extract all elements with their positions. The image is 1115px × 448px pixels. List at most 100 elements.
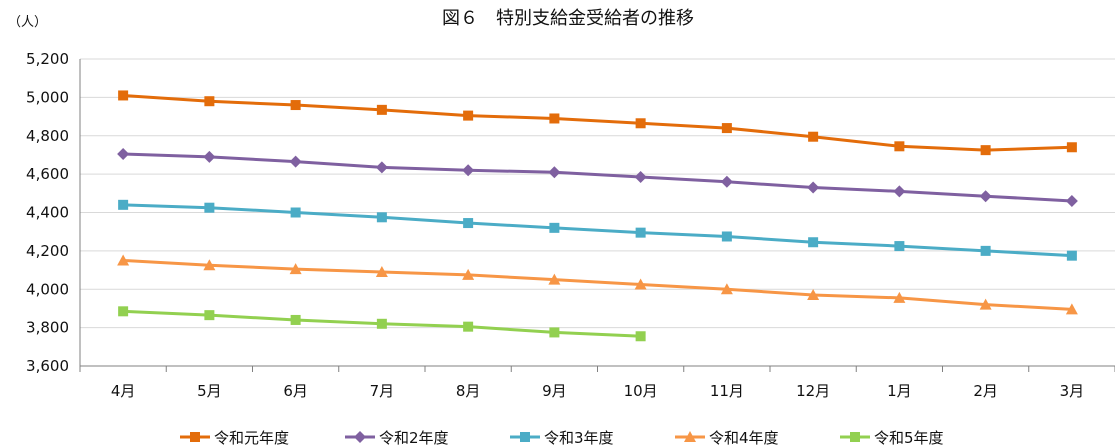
legend-entry: 令和元年度 <box>180 429 289 447</box>
axes <box>79 59 1115 372</box>
legend-entry: 令和2年度 <box>345 429 449 447</box>
data-point <box>463 218 474 229</box>
data-point <box>290 207 301 218</box>
series-line <box>123 203 1072 258</box>
data-point <box>549 222 560 233</box>
data-point <box>634 278 647 290</box>
data-point <box>721 231 732 242</box>
data-point <box>463 321 474 332</box>
data-point <box>721 123 732 134</box>
data-point <box>118 90 129 101</box>
data-point <box>117 147 130 160</box>
y-tick-label: 3,800 <box>26 319 69 337</box>
data-point <box>1065 194 1078 207</box>
data-point <box>118 306 129 317</box>
data-point <box>807 181 820 194</box>
y-tick-label: 3,600 <box>26 357 69 375</box>
series-line <box>123 152 1072 203</box>
series-2 <box>117 147 1078 207</box>
chart-title: 図６ 特別支給金受給者の推移 <box>442 8 694 29</box>
data-point <box>290 100 301 111</box>
x-tick-label: 9月 <box>542 382 567 400</box>
y-tick-label: 4,200 <box>26 242 69 260</box>
data-point <box>462 268 475 280</box>
data-point <box>1065 303 1078 315</box>
data-point <box>808 237 819 248</box>
data-point <box>548 273 561 285</box>
x-tick-label: 11月 <box>710 382 744 400</box>
data-point <box>289 263 302 275</box>
data-point <box>376 212 387 223</box>
y-tick-label: 5,200 <box>26 50 69 68</box>
data-point <box>979 190 992 203</box>
data-point <box>548 166 561 179</box>
data-point <box>980 145 991 156</box>
data-point <box>720 175 733 188</box>
data-point <box>289 155 302 168</box>
data-point <box>204 310 215 321</box>
data-point <box>635 331 646 342</box>
legend-marker <box>520 432 530 442</box>
data-point <box>893 185 906 198</box>
x-tick-label: 12月 <box>796 382 830 400</box>
data-point <box>979 298 992 310</box>
data-point <box>635 227 646 238</box>
data-point <box>1066 250 1077 261</box>
y-tick-labels: 3,600 3,800 4,000 4,200 4,400 4,600 4,800 5,000… <box>26 50 69 375</box>
data-point <box>549 327 560 338</box>
legend-label: 令和2年度 <box>379 429 449 447</box>
series-4 <box>117 254 1078 315</box>
legend-label: 令和元年度 <box>214 429 289 447</box>
data-point <box>893 291 906 303</box>
data-point <box>980 245 991 256</box>
y-axis-unit-label: （人） <box>8 15 47 30</box>
data-point <box>549 113 560 124</box>
legend-entry: 令和3年度 <box>510 429 614 447</box>
legend-label: 令和5年度 <box>874 429 944 447</box>
data-point <box>203 259 216 271</box>
legend: 令和元年度 令和2年度 令和3年度 令和4年度 令和5年度 <box>180 429 944 447</box>
data-point <box>720 283 733 295</box>
x-tick-label: 5月 <box>197 382 222 400</box>
data-point <box>894 241 905 252</box>
data-point <box>117 254 130 266</box>
legend-marker <box>190 432 200 442</box>
y-tick-label: 5,000 <box>26 88 69 106</box>
legend-entry: 令和4年度 <box>675 429 779 447</box>
series-line <box>123 258 1072 311</box>
legend-label: 令和4年度 <box>709 429 779 447</box>
data-point <box>808 131 819 142</box>
data-point <box>118 199 129 210</box>
x-tick-label: 6月 <box>283 382 308 400</box>
data-point <box>290 314 301 325</box>
y-tick-label: 4,000 <box>26 280 69 298</box>
data-point <box>375 265 388 277</box>
data-point <box>204 96 215 107</box>
legend-marker <box>354 431 366 443</box>
series-lines <box>117 90 1078 342</box>
x-tick-label: 1月 <box>887 382 912 400</box>
series-5 <box>118 306 646 342</box>
x-tick-label: 8月 <box>456 382 481 400</box>
data-point <box>375 161 388 174</box>
legend-label: 令和3年度 <box>544 429 614 447</box>
data-point <box>634 171 647 184</box>
data-point <box>376 318 387 329</box>
data-point <box>1066 142 1077 153</box>
y-tick-label: 4,600 <box>26 165 69 183</box>
x-tick-labels: 4月 5月 6月 7月 8月 9月 10月 11月 12月 1月 2月 3月 <box>111 382 1084 400</box>
data-point <box>807 289 820 301</box>
data-point <box>635 118 646 129</box>
legend-entry: 令和5年度 <box>840 429 944 447</box>
x-tick-label: 10月 <box>624 382 658 400</box>
x-tick-label: 2月 <box>973 382 998 400</box>
y-tick-label: 4,800 <box>26 127 69 145</box>
x-tick-label: 4月 <box>111 382 136 400</box>
x-tick-label: 3月 <box>1060 382 1085 400</box>
legend-marker <box>684 431 696 442</box>
series-1 <box>118 90 1077 156</box>
data-point <box>204 202 215 213</box>
data-point <box>376 104 387 115</box>
legend-marker <box>850 432 860 442</box>
